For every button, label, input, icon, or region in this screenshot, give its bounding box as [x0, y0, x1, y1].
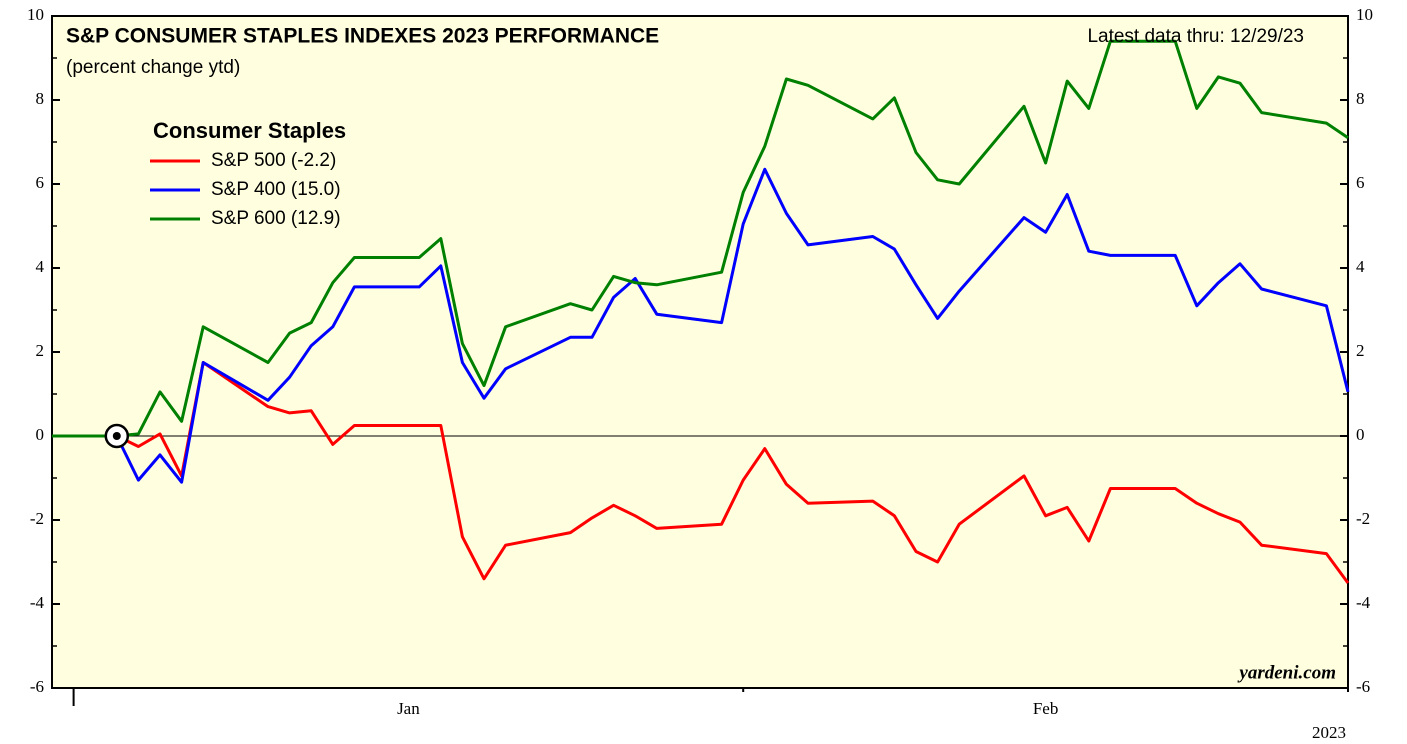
legend: S&P 500 (-2.2) S&P 400 (15.0) S&P 600 (12.…: [150, 150, 341, 229]
y2-tick-label: 8: [1356, 89, 1365, 108]
y2-tick-label: 6: [1356, 173, 1365, 192]
legend-label: S&P 600 (12.9): [211, 208, 341, 229]
series-line: [52, 167, 1350, 484]
x-tick-label: Jan: [397, 699, 420, 718]
chart-title: S&P CONSUMER STAPLES INDEXES 2023 PERFOR…: [66, 25, 659, 48]
y2-tick-label: 10: [1356, 5, 1373, 24]
y-tick-label: 8: [36, 89, 45, 108]
y-tick-label: -6: [30, 677, 44, 696]
y2-tick-label: -6: [1356, 677, 1370, 696]
y-tick-label: 0: [36, 425, 45, 444]
chart-subtitle: (percent change ytd): [66, 57, 240, 78]
plot-area: [51, 15, 1349, 689]
y-tick-label: 10: [27, 5, 44, 24]
series-line: [52, 39, 1349, 438]
y-tick-label: 2: [36, 341, 45, 360]
series-lines: [52, 39, 1350, 584]
y2-tick-label: 2: [1356, 341, 1365, 360]
y-tick-label: -2: [30, 509, 44, 528]
year-label: 2023: [1312, 723, 1346, 742]
y2-tick-label: 4: [1356, 257, 1365, 276]
y2-tick-label: 0: [1356, 425, 1365, 444]
x-tick-label: Feb: [1033, 699, 1059, 718]
source: yardeni.com: [1237, 662, 1336, 683]
start-marker-dot: [112, 432, 121, 440]
y-tick-label: 4: [36, 257, 45, 276]
series-line: [52, 361, 1350, 584]
y-tick-label: 6: [36, 173, 45, 192]
legend-title: Consumer Staples: [153, 118, 346, 143]
y-tick-label: -4: [30, 593, 45, 612]
y2-tick-label: -4: [1356, 593, 1371, 612]
legend-label: S&P 400 (15.0): [211, 179, 341, 200]
axes: -6 -6 -4 -4 -2 -2 0 0 2 2 4 4 6 6 8 8 10 10 Jan Feb 2023: [27, 5, 1373, 742]
legend-label: S&P 500 (-2.2): [211, 150, 336, 171]
y2-tick-label: -2: [1356, 509, 1370, 528]
annotation: Latest data thru: 12/29/23: [1087, 26, 1304, 47]
